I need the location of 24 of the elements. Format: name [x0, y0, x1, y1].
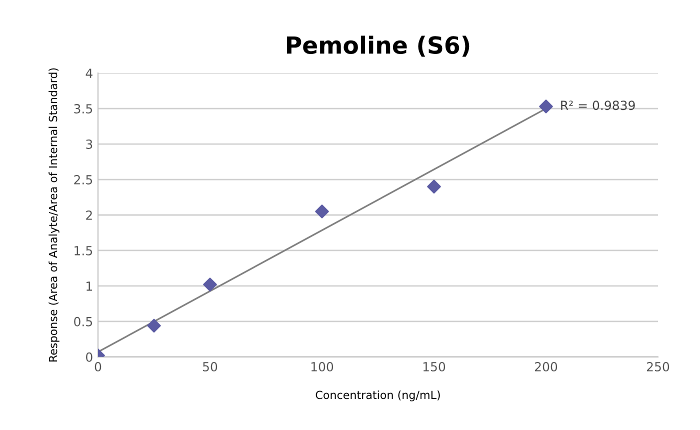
point: [539, 100, 553, 114]
y-tick-label: 2: [86, 210, 92, 220]
y-axis-title: Response (Area of Analyte/Area of Internal Standard): [48, 68, 60, 362]
x-axis-title: Concentration (ng/mL): [316, 390, 440, 402]
y-tick-label: 3: [86, 140, 92, 149]
x-tick-label: 50: [203, 362, 218, 372]
point: [427, 180, 441, 194]
x-tick-label: 100: [311, 362, 334, 372]
x-tick-label: 150: [423, 362, 446, 372]
x-tick-label: 200: [534, 362, 558, 372]
x-tick-label: 250: [646, 362, 670, 372]
point: [203, 278, 217, 292]
y-tick-label: 1.5: [74, 246, 92, 256]
x-tick-label: 0: [94, 362, 102, 372]
chart-title: Pemoline (S6): [286, 36, 470, 57]
y-tick-label: 2.5: [74, 174, 92, 184]
y-tick-label: 3.5: [74, 104, 92, 114]
y-tick-label: 0: [86, 352, 92, 362]
annotation: R² = 0.9839: [561, 100, 635, 110]
point: [315, 204, 329, 218]
point: [147, 318, 161, 333]
y-tick-label: 0.5: [74, 316, 92, 326]
y-tick-label: 4: [86, 68, 92, 78]
y-tick-label: 1: [86, 282, 92, 291]
